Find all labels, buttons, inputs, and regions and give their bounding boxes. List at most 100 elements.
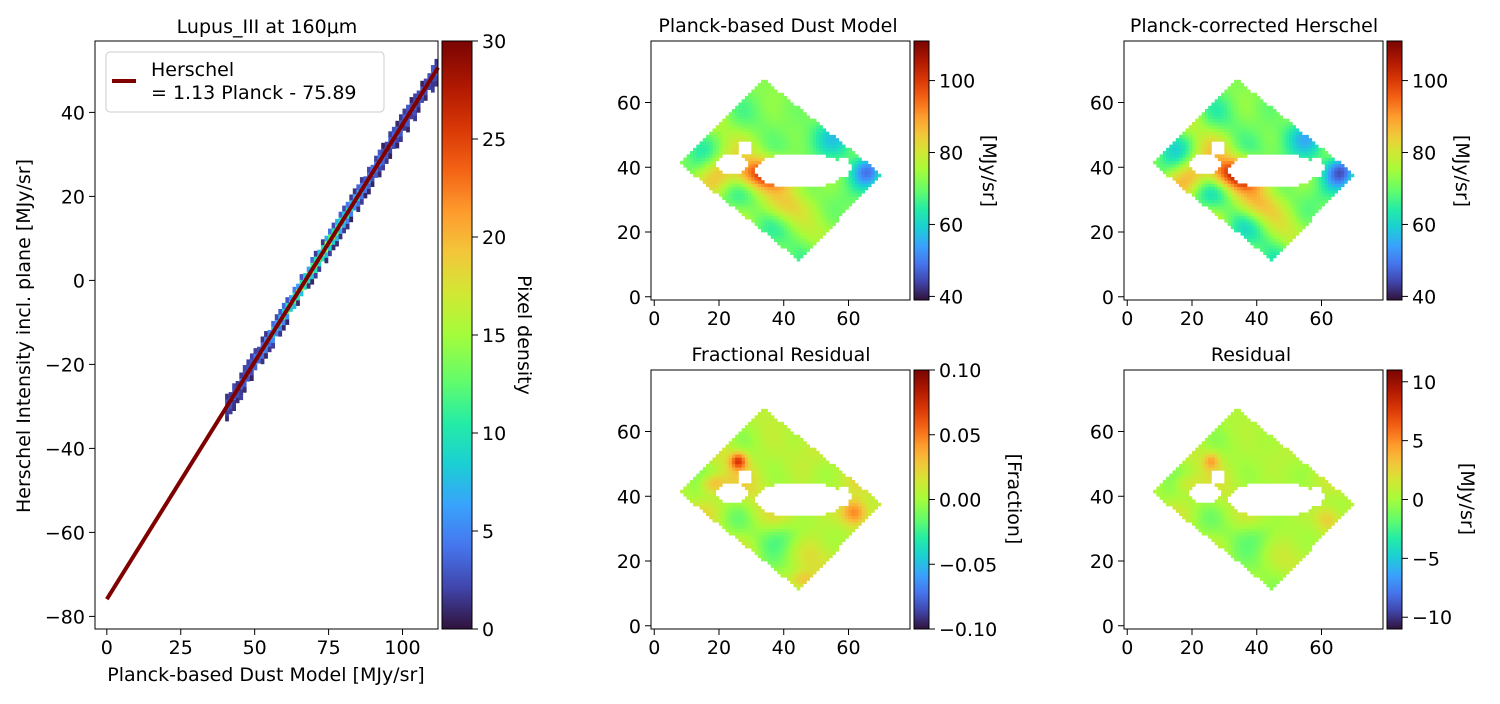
map-pixel <box>797 444 801 448</box>
map-pixel <box>1279 245 1283 249</box>
map-pixel <box>839 148 843 152</box>
map-pixel <box>1195 122 1199 126</box>
map-pixel <box>784 451 788 455</box>
map-pixel <box>768 138 772 142</box>
map-pixel <box>1182 148 1186 152</box>
map-pixel <box>1215 206 1219 210</box>
map-pixel <box>1218 158 1222 162</box>
map-pixel <box>1263 226 1267 230</box>
map-pixel <box>800 145 804 149</box>
map-pixel <box>1266 193 1270 197</box>
map-pixel <box>1224 190 1228 194</box>
map-pixel <box>787 190 791 194</box>
map-pixel <box>1254 141 1258 145</box>
map-pixel <box>732 135 736 139</box>
map-pixel <box>823 532 827 536</box>
map-pixel <box>781 451 785 455</box>
map-pixel <box>751 213 755 217</box>
map-pixel <box>1231 119 1235 123</box>
map-pixel <box>738 190 742 194</box>
map-pixel <box>823 551 827 555</box>
map-pixel <box>774 522 778 526</box>
map-pixel <box>771 448 775 452</box>
map-pixel <box>829 551 833 555</box>
map-pixel <box>1263 213 1267 217</box>
map-pixel <box>823 561 827 565</box>
map-pixel <box>781 206 785 210</box>
map-pixel <box>716 461 720 465</box>
map-pixel <box>764 454 768 458</box>
map-pixel <box>703 483 707 487</box>
map-pixel <box>800 474 804 478</box>
map-pixel <box>1276 145 1280 149</box>
map-pixel <box>793 548 797 552</box>
map-pixel <box>738 103 742 107</box>
map-pixel <box>1334 177 1338 181</box>
map-pixel <box>845 196 849 200</box>
map-pixel <box>735 141 739 145</box>
map-pixel <box>738 435 742 439</box>
map-pixel <box>716 128 720 132</box>
map-pixel <box>1166 171 1170 175</box>
map-pixel <box>1234 213 1238 217</box>
map-pixel <box>781 122 785 126</box>
map-pixel <box>1208 464 1212 468</box>
map-pixel <box>768 480 772 484</box>
map-pixel <box>700 483 704 487</box>
map-pixel <box>735 525 739 529</box>
map-pixel <box>813 561 817 565</box>
map-pixel <box>1289 128 1293 132</box>
density-cell <box>385 158 389 164</box>
map-pixel <box>803 151 807 155</box>
map-pixel <box>761 551 765 555</box>
map-pixel <box>751 474 755 478</box>
map-pixel <box>1208 448 1212 452</box>
map-pixel <box>758 93 762 97</box>
map-pixel <box>1202 174 1206 178</box>
map-pixel <box>1202 512 1206 516</box>
map-pixel <box>764 477 768 481</box>
map-pixel <box>1179 180 1183 184</box>
map-pixel <box>793 238 797 242</box>
map-pixel <box>1276 151 1280 155</box>
map-pixel <box>729 506 733 510</box>
map-pixel <box>768 415 772 419</box>
map-pixel <box>1202 125 1206 129</box>
map-pixel <box>816 196 820 200</box>
map-pixel <box>755 451 759 455</box>
density-cell <box>232 405 236 411</box>
map-pixel <box>713 190 717 194</box>
map-pixel <box>1173 167 1177 171</box>
map-pixel <box>748 203 752 207</box>
map-pixel <box>858 506 862 510</box>
map-pixel <box>1186 503 1190 507</box>
map-pixel <box>761 542 765 546</box>
map-pixel <box>1211 529 1215 533</box>
map-pixel <box>713 519 717 523</box>
map-pixel <box>777 480 781 484</box>
map-pixel <box>774 190 778 194</box>
map-pixel <box>1218 196 1222 200</box>
map-pixel <box>1254 203 1258 207</box>
map-pixel <box>748 200 752 204</box>
map-pixel <box>784 141 788 145</box>
map-pixel <box>738 457 742 461</box>
map-pixel <box>1299 209 1303 213</box>
map-pixel <box>1186 138 1190 142</box>
map-pixel <box>819 141 823 145</box>
map-pixel <box>706 493 710 497</box>
map-pixel <box>1211 135 1215 139</box>
map-pixel <box>1237 132 1241 136</box>
map-pixel <box>1244 93 1248 97</box>
map-pixel <box>742 213 746 217</box>
map-pixel <box>1234 145 1238 149</box>
map-pixel <box>793 109 797 113</box>
map-pixel <box>761 483 765 487</box>
map-pixel <box>1202 138 1206 142</box>
density-cell <box>332 245 336 251</box>
map-pixel <box>1215 200 1219 204</box>
map-pixel <box>748 451 752 455</box>
map-pixel <box>781 467 785 471</box>
map-pixel <box>1241 106 1245 110</box>
